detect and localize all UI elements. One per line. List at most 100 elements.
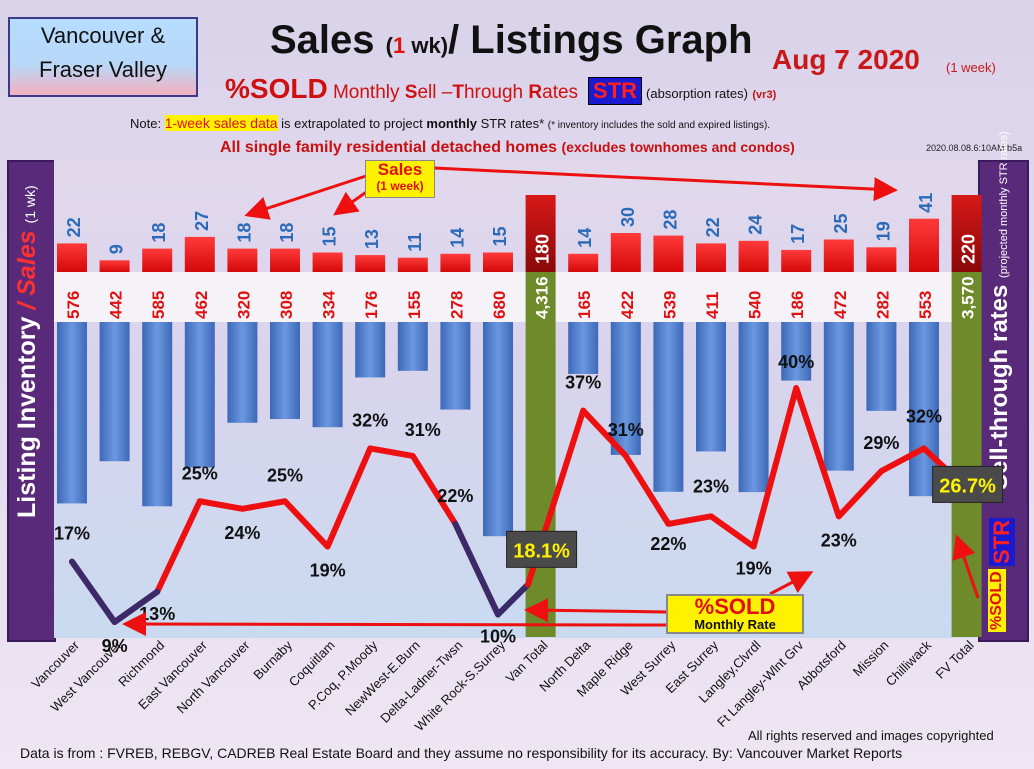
category-label: NewWest-E.Burn — [342, 638, 423, 719]
inventory-bar — [312, 322, 343, 428]
version-tag: (vr3) — [752, 89, 777, 101]
sales-bar — [99, 260, 130, 272]
sold-label: 9% — [102, 636, 128, 656]
inventory-label: 680 — [490, 291, 509, 319]
note-highlight: 1-week sales data — [164, 115, 278, 131]
subtitle-sold: %SOLD — [225, 73, 328, 104]
inventory-bar — [525, 322, 556, 637]
sold-label: 31% — [608, 420, 644, 440]
total-sold-label: 18.1% — [513, 540, 570, 562]
sales-bar — [440, 253, 471, 272]
inventory-bar — [738, 322, 769, 493]
sales-bar — [696, 243, 726, 272]
inventory-label: 442 — [107, 291, 126, 319]
sold-callout-title: %SOLD — [694, 594, 776, 619]
timestamp: 2020.08.08.6:10AM b5a — [926, 143, 1023, 153]
sold-label: 31% — [405, 420, 441, 440]
note-c: monthly — [426, 116, 477, 131]
sales-label: 30 — [618, 207, 638, 227]
sold-arrow — [122, 612, 667, 637]
sales-callout-title: Sales — [377, 160, 423, 179]
sold-label: 40% — [778, 352, 814, 372]
left-axis-panel — [7, 160, 56, 642]
total-strip-cell — [951, 272, 982, 322]
title-part-e: / Listings Graph — [448, 18, 753, 62]
sales-bar — [397, 257, 428, 272]
sales-bar — [525, 195, 556, 272]
sales-label: 24 — [746, 215, 766, 235]
subtitle-s: S — [404, 82, 418, 103]
sales-label: 9 — [107, 244, 127, 254]
inventory-label: 155 — [405, 291, 424, 319]
inventory-label: 282 — [873, 291, 892, 319]
total-strip-cell — [525, 272, 556, 322]
sales-label: 15 — [490, 226, 510, 246]
inventory-label: 462 — [192, 291, 211, 319]
sales-label: 17 — [788, 224, 808, 244]
inventory-label: 4,316 — [533, 276, 552, 319]
subtitle-text-4: ates — [542, 82, 579, 103]
chart-date-period: (1 week) — [946, 60, 996, 75]
scope-b: (excludes townhomes and condos) — [561, 139, 795, 155]
inventory-bar — [696, 322, 726, 452]
inventory-label: 553 — [916, 291, 935, 319]
scope-a: All single family residential detached h… — [220, 139, 562, 156]
title-part-b: ( — [385, 33, 393, 58]
total-sold-label: 26.7% — [939, 475, 996, 497]
inventory-label: 176 — [362, 291, 381, 319]
title-part-d: wk) — [405, 33, 449, 58]
sales-bar — [909, 218, 939, 272]
sold-label: 10% — [480, 627, 516, 647]
inventory-bar — [483, 322, 513, 537]
sales-bar — [142, 248, 173, 272]
sales-label: 11 — [405, 233, 425, 252]
category-label: Mission — [850, 638, 892, 680]
inventory-label: 165 — [575, 291, 594, 319]
sales-bar — [951, 195, 982, 272]
absorption-note: (absorption rates) — [646, 86, 748, 101]
sold-label: 22% — [437, 486, 473, 506]
sold-label: 29% — [863, 433, 899, 453]
sales-label: 22 — [703, 217, 723, 237]
sales-label: 22 — [64, 217, 84, 237]
sold-label: 37% — [565, 373, 601, 393]
sold-rate-line — [580, 385, 927, 550]
sales-bar — [184, 236, 215, 272]
sales-label: 18 — [277, 223, 297, 243]
inventory-label: 540 — [746, 291, 765, 319]
str-badge: STR — [588, 77, 643, 105]
sales-arrow — [244, 174, 367, 220]
sales-bar — [738, 240, 769, 272]
scope-line: All single family residential detached h… — [220, 139, 795, 157]
inventory-bar — [270, 322, 300, 420]
category-label: North Vancouver — [174, 637, 253, 716]
sales-bar — [653, 235, 684, 272]
copyright-text: All rights reserved and images copyright… — [748, 728, 994, 743]
inventory-bar — [397, 322, 428, 371]
sales-label: 18 — [149, 223, 169, 243]
inventory-label: 576 — [64, 291, 83, 319]
sales-label: 15 — [320, 226, 340, 246]
sales-bar — [312, 252, 343, 272]
inventory-bar — [568, 322, 599, 374]
sales-label: 180 — [533, 234, 553, 264]
inventory-bar — [227, 322, 258, 423]
inventory-bar — [610, 322, 641, 455]
inventory-bar — [355, 322, 386, 378]
inventory-bar — [823, 322, 854, 471]
sales-label: 14 — [575, 228, 595, 248]
inventory-label: 308 — [277, 291, 296, 319]
title-part-a: Sales — [270, 18, 386, 62]
inventory-label: 278 — [447, 291, 466, 319]
inventory-bar — [184, 322, 215, 468]
chart-subtitle: %SOLD Monthly Sell –Through Rates STR (abs… — [225, 73, 776, 105]
subtitle-text-1: Monthly — [327, 82, 405, 103]
inventory-label: 186 — [788, 291, 807, 319]
note-e: (* inventory includes the sold and expir… — [547, 120, 771, 131]
inventory-bar — [653, 322, 684, 492]
sales-arrow — [433, 166, 898, 202]
sold-label: 22% — [650, 534, 686, 554]
region-line-1: Vancouver & — [40, 23, 166, 48]
sales-label: 13 — [362, 229, 382, 249]
sales-label: 41 — [916, 193, 936, 213]
